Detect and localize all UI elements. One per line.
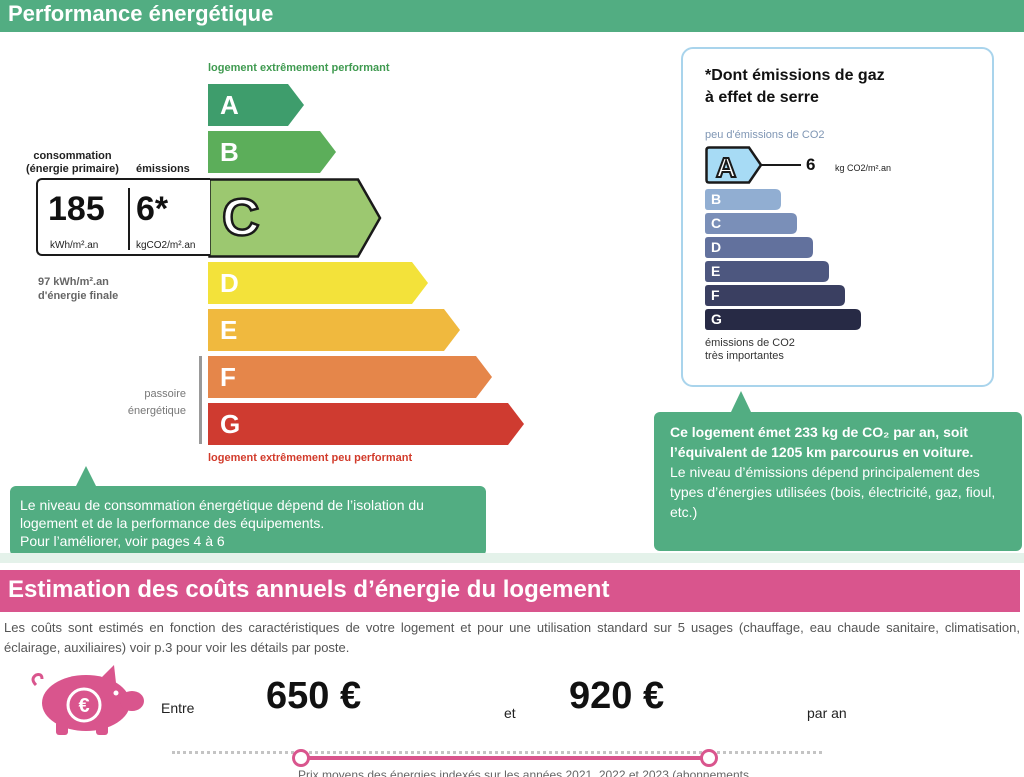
energy-band-e-letter: E: [220, 315, 238, 345]
energy-band-f-shape: [208, 356, 492, 398]
ges-band-e: E: [705, 261, 829, 287]
energy-band-g: G: [208, 403, 524, 445]
energy-band-d-letter: D: [220, 268, 239, 298]
final-energy-label: 97 kWh/m².an d'énergie finale: [38, 276, 119, 302]
ges-band-f: F: [705, 285, 845, 311]
energy-band-g-shape: [208, 403, 524, 445]
cost-max-value: 920 €: [569, 675, 665, 717]
cost-et-label: et: [504, 705, 516, 721]
ges-card: *Dont émissions de gaz à effet de serre …: [681, 47, 994, 387]
ges-band-d: D: [705, 237, 813, 263]
energy-band-d-shape: [208, 262, 428, 304]
energy-band-b-letter: B: [220, 137, 239, 167]
energy-bubble-tail: [76, 466, 96, 486]
energy-performance-title: Performance énergétique: [8, 1, 274, 26]
energy-band-d: D: [208, 262, 428, 304]
emissions-unit: kgCO2/m².an: [136, 240, 196, 251]
cost-price-note: Prix moyens des énergies indexés sur les…: [298, 768, 749, 777]
ges-band-a-current: [705, 146, 763, 184]
energy-band-a: A: [208, 84, 304, 126]
energy-band-a-shape: [208, 84, 304, 126]
costs-description: Les coûts sont estimés en fonction des c…: [4, 620, 1020, 655]
energy-band-f: F: [208, 356, 492, 398]
ges-title: *Dont émissions de gaz à effet de serre: [705, 67, 885, 106]
piggy-bank-icon: €: [31, 665, 144, 735]
costs-header: Estimation des coûts annuels d’énergie d…: [0, 570, 1020, 612]
cost-min-value: 650 €: [266, 675, 362, 717]
ges-band-g: G: [705, 309, 861, 335]
energy-band-e-shape: [208, 309, 460, 351]
cost-per-year-label: par an: [807, 705, 847, 721]
cost-range-max-knob: [700, 749, 718, 767]
consumption-unit: kWh/m².an: [50, 240, 99, 251]
ges-band-f-letter: F: [711, 287, 720, 303]
consumption-separator: [128, 188, 130, 250]
ges-info-bubble: Ce logement émet 233 kg de CO₂ par an, s…: [654, 412, 1022, 551]
energy-band-a-letter: A: [220, 90, 239, 120]
ges-band-d-letter: D: [711, 239, 722, 255]
consumption-label: consommation (énergie primaire): [26, 150, 119, 175]
ges-band-c: C: [705, 213, 797, 239]
passoire-bracket: [199, 356, 202, 444]
costs-title: Estimation des coûts annuels d’énergie d…: [8, 576, 610, 603]
ges-band-c-letter: C: [711, 215, 722, 231]
cost-range-min-knob: [292, 749, 310, 767]
energy-band-c-letter: C: [221, 188, 261, 249]
cost-range-fill: [300, 756, 710, 760]
energy-band-c-current: C: [208, 178, 382, 258]
energy-band-e: E: [208, 309, 460, 351]
passoire-label: passoire énergétique: [127, 388, 186, 417]
cost-range-track: [172, 751, 822, 754]
ges-value-connector: [761, 164, 801, 166]
energy-band-b-shape: [208, 131, 336, 173]
ges-band-g-letter: G: [711, 311, 722, 327]
ges-bubble-strong: Ce logement émet 233 kg de CO₂ par an, s…: [670, 424, 974, 460]
energy-info-bubble: Le niveau de consommation énergétique dé…: [10, 486, 486, 556]
emissions-value: 6*: [136, 190, 169, 228]
energy-bottom-label: logement extrêmement peu performant: [208, 452, 413, 464]
svg-text:€: €: [78, 695, 89, 717]
energy-performance-header: Performance énergétique: [0, 0, 1024, 32]
energy-band-b: B: [208, 131, 336, 173]
section-divider: [0, 553, 1024, 563]
ges-bubble-tail: [731, 391, 751, 412]
ges-unit: kg CO2/m².an: [835, 163, 892, 173]
consumption-value: 185: [48, 190, 105, 228]
energy-top-label: logement extrêmement performant: [208, 62, 390, 74]
emissions-label: émissions: [136, 163, 190, 175]
ges-bubble-text: Le niveau d’émissions dépend principalem…: [670, 464, 996, 520]
ges-bottom-label: émissions de CO2 très importantes: [705, 337, 795, 362]
ges-value: 6: [806, 155, 816, 174]
cost-entre-label: Entre: [161, 700, 195, 716]
energy-band-f-letter: F: [220, 362, 236, 392]
ges-top-label: peu d'émissions de CO2: [705, 129, 825, 141]
ges-band-e-letter: E: [711, 263, 721, 279]
ges-band-b: B: [705, 189, 781, 215]
energy-band-g-letter: G: [220, 409, 241, 439]
ges-band-b-letter: B: [711, 191, 722, 207]
consumption-box: 185 kWh/m².an 6* kgCO2/m².an: [36, 178, 210, 256]
ges-band-a-letter: A: [715, 151, 737, 184]
